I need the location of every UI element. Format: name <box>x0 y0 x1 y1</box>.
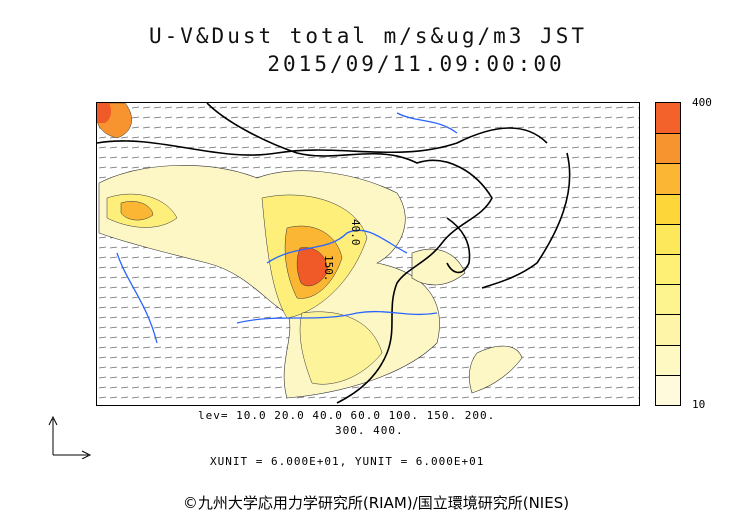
colorbar-segment <box>656 163 680 194</box>
dust-area-peak <box>296 247 328 287</box>
contour-label-40: 40.0 <box>349 219 362 246</box>
border-north <box>97 127 548 156</box>
river-yellow <box>266 229 408 264</box>
contour-levels-line1: lev= 10.0 20.0 40.0 60.0 100. 150. 200. <box>198 409 496 422</box>
contour-label-150: 150. <box>322 255 335 282</box>
coastline-korea <box>446 217 471 274</box>
coastline-japan <box>481 152 571 289</box>
colorbar-segment <box>656 223 680 254</box>
colorbar-min-label: 10 <box>692 398 706 411</box>
river-west <box>116 252 158 344</box>
colorbar-max-label: 400 <box>692 96 712 109</box>
dust-area-east <box>411 248 466 286</box>
map-timestamp: 2015/09/11.09:00:00 <box>267 52 565 76</box>
river-yangtze <box>236 310 438 324</box>
credit-line: ©九州大学応用力学研究所(RIAM)/国立環境研究所(NIES) <box>182 494 570 512</box>
colorbar-segment <box>656 254 680 285</box>
river-north <box>396 112 458 134</box>
dust-west-high <box>120 201 154 221</box>
colorbar-segment <box>656 374 680 405</box>
dust-area-sea <box>468 345 523 394</box>
colorbar <box>655 102 681 406</box>
coastline-mainland <box>206 103 493 404</box>
colorbar-segment <box>656 314 680 345</box>
colorbar-segment <box>656 344 680 375</box>
colorbar-segment <box>656 284 680 315</box>
dust-map: 40.0 150. <box>96 102 640 406</box>
vector-units: XUNIT = 6.000E+01, YUNIT = 6.000E+01 <box>210 455 485 468</box>
colorbar-segment <box>656 133 680 164</box>
dust-concentration-field <box>97 103 523 399</box>
reference-vector-arrow <box>48 415 92 459</box>
dust-corner-core <box>97 103 112 123</box>
dust-area-mid3 <box>299 311 383 385</box>
coastlines <box>97 103 571 404</box>
colorbar-segment <box>656 103 680 134</box>
colorbar-segment <box>656 193 680 224</box>
map-canvas: 40.0 150. <box>97 103 639 405</box>
rivers <box>116 112 458 344</box>
map-title: U-V&Dust total m/s&ug/m3 JST <box>148 24 587 48</box>
contour-levels-line2: 300. 400. <box>335 424 404 437</box>
